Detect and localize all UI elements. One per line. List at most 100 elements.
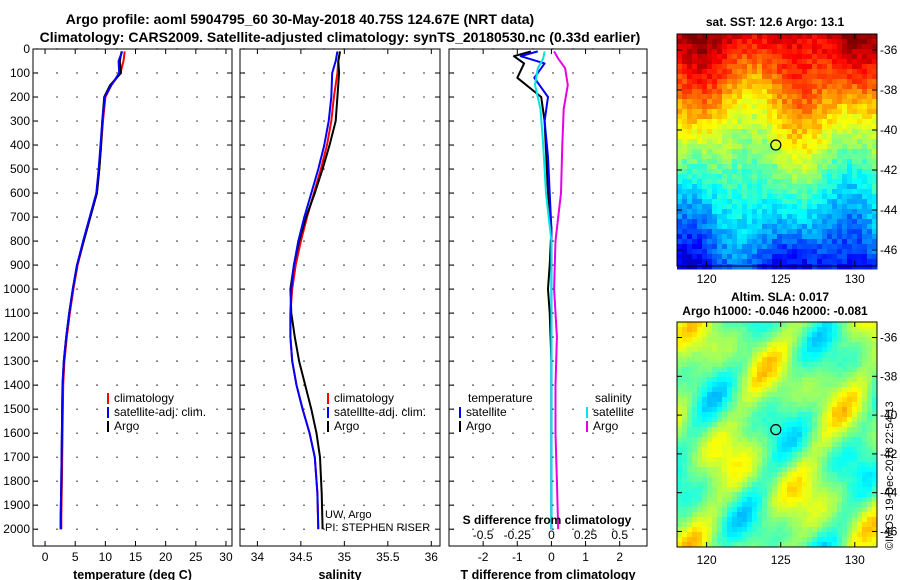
sst-map-cell [872,229,878,235]
sla-map-cell [697,527,703,533]
grid-dot [343,384,345,386]
sst-map-cell [832,204,838,210]
sst-map-cell [677,164,683,170]
sla-map-cell [822,387,828,393]
sst-map-cell [822,219,828,225]
sst-map-cell [797,164,803,170]
sst-map-cell [817,89,823,95]
sst-map-cell [707,184,713,190]
sst-map-cell [727,134,733,140]
sla-map-cell [702,497,708,503]
sla-map-cell [682,482,688,488]
sst-map-cell [747,109,753,115]
sst-map-cell [862,154,868,160]
sst-map-cell [722,239,728,245]
grid-dot [196,504,198,506]
sst-map-cell [717,244,723,250]
sla-map-cell [872,372,878,378]
sla-map-cell [787,412,793,418]
sla-map-cell [797,402,803,408]
grid-dot [612,264,614,266]
sst-map-cell [737,89,743,95]
sla-map-cell [772,452,778,458]
sst-map-cell [747,204,753,210]
sla-map-cell [692,447,698,453]
sla-map-cell [792,442,798,448]
sla-map-cell [732,372,738,378]
sla-map-cell [827,457,833,463]
sla-map-cell [812,417,818,423]
x-tick-label: 34 [251,550,265,564]
sla-map-cell [687,442,693,448]
sst-map-cell [732,179,738,185]
sla-map-cell [737,467,743,473]
sla-map-cell [747,327,753,333]
sla-map-cell [717,447,723,453]
sst-map-cell [687,249,693,255]
sla-map-cell [687,362,693,368]
sst-map-cell [737,79,743,85]
sst-map-cell [797,84,803,90]
sla-map-cell [687,542,693,548]
sla-map-cell [742,412,748,418]
sst-map-cell [847,69,853,75]
sst-map-cell [837,249,843,255]
sst-map-cell [852,89,858,95]
sla-map-cell [867,497,873,503]
sla-map-cell [727,527,733,533]
sla-map-cell [712,367,718,373]
sst-map-cell [752,119,758,125]
sla-map-cell [712,507,718,513]
sst-map-cell [722,234,728,240]
grid-dot [96,120,98,122]
sst-map-cell [707,64,713,70]
sst-map-cell [732,164,738,170]
sla-map-cell [692,417,698,423]
sla-map-cell [737,357,743,363]
grid-dot [216,336,218,338]
sst-map-cell [747,174,753,180]
sla-map-cell [712,462,718,468]
sst-map-cell [777,264,783,270]
sla-map-argo-marker [770,424,782,436]
sla-map-cell [847,362,853,368]
grid-dot [632,384,634,386]
sla-map-cell [717,532,723,538]
sla-map-cell [692,332,698,338]
grid-dot [423,264,425,266]
grid-dot [283,168,285,170]
sst-map-cell [862,129,868,135]
sla-map-cell [777,387,783,393]
sst-map-cell [807,144,813,150]
grid-dot [363,432,365,434]
sla-map-cell [757,442,763,448]
sla-map-cell [827,412,833,418]
grid-dot [156,384,158,386]
grid-dot [383,264,385,266]
sla-map-cell [817,417,823,423]
sla-map-cell [792,372,798,378]
sst-map-cell [867,84,873,90]
sla-map-cell [867,352,873,358]
grid-dot [512,168,514,170]
sst-map-cell [747,139,753,145]
sla-map-cell [677,397,683,403]
sla-map-cell [762,507,768,513]
sst-map-cell [682,114,688,120]
sst-map-cell [717,54,723,60]
sst-map-cell [837,194,843,200]
sla-map-cell [847,462,853,468]
grid-dot [403,288,405,290]
grid-dot [136,504,138,506]
sla-map-cell [862,452,868,458]
sla-map-cell [782,472,788,478]
sla-map-cell [747,387,753,393]
sla-map-cell [857,492,863,498]
sst-map-cell [707,74,713,80]
grid-dot [216,528,218,530]
sst-map-cell [677,204,683,210]
sst-map-cell [707,69,713,75]
sst-map-cell [712,74,718,80]
sla-map-cell [802,452,808,458]
sst-map-cell [792,139,798,145]
